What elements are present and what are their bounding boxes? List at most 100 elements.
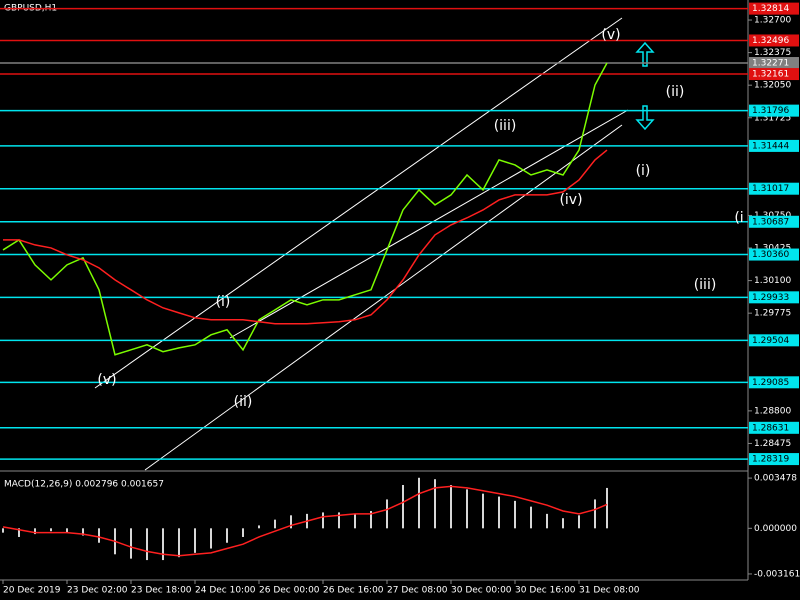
histogram-bar [210,528,212,549]
level-label: 1.31017 [752,184,789,194]
histogram-bar [66,528,68,533]
histogram-bar [162,528,164,561]
histogram-bar [18,528,20,537]
histogram-bar [482,493,484,529]
macd-title: MACD(12,26,9) 0.002796 0.001657 [4,480,164,490]
level-label: 1.30360 [752,250,789,260]
y-tick-label: 1.30425 [754,244,791,254]
histogram-bar [498,496,500,529]
histogram-bar [530,506,532,529]
level-label: 1.28319 [752,455,789,465]
series-line [2,485,608,557]
level-box [749,139,799,152]
histogram-bar [402,484,404,529]
level-label: 1.31444 [752,141,789,151]
histogram-bar [258,525,260,529]
x-tick-label: 26 Dec 16:00 [323,586,384,596]
histogram-bar [34,528,36,535]
x-tick-label: 23 Dec 02:00 [67,586,128,596]
down-arrow [635,105,655,131]
level-label: 1.28631 [752,423,789,433]
histogram-bar [290,515,292,529]
y-tick-label: 1.31725 [754,113,791,123]
histogram-bar [386,499,388,529]
wave-label: (i) [216,294,231,310]
histogram-bar [82,528,84,536]
wave-label: (iii) [494,118,517,134]
level-label: 1.29504 [752,336,789,346]
series-line [3,149,608,325]
level-label: 1.32496 [752,36,789,46]
histogram-bar [274,519,276,529]
y-tick-label: 1.30100 [754,276,791,286]
level-box [749,104,799,117]
histogram-bar [50,528,52,532]
level-label: 1.29085 [752,378,789,388]
x-tick-label: 24 Dec 10:00 [195,586,256,596]
level-box [749,291,799,304]
histogram-bar [546,513,548,529]
histogram-bar [226,528,228,543]
histogram-bar [594,499,596,529]
wave-label: (iv) [559,192,582,208]
wave-label: (i) [636,163,651,179]
wave-label: (ii) [234,394,253,410]
y-tick-label: 1.28475 [754,439,791,449]
x-tick-label: 27 Dec 08:00 [387,586,448,596]
level-box [749,453,799,466]
x-tick-label: 20 Dec 2019 [3,586,61,596]
histogram-bar [194,528,196,553]
y-tick-label: 0.000000 [754,524,797,534]
histogram-bar [242,528,244,537]
channel-line [94,17,623,389]
wave-label: (i [734,210,743,226]
wave-label: (ii) [666,84,685,100]
level-box [749,34,799,47]
histogram-bar [450,484,452,529]
histogram-bar [146,528,148,561]
wave-label: (v) [601,27,620,43]
histogram-bar [354,513,356,529]
level-box [749,421,799,434]
histogram-bar [2,528,4,533]
histogram-bar [578,515,580,529]
y-tick-label: 1.29775 [754,309,791,319]
level-box [749,248,799,261]
y-tick-label: -0.003161 [754,569,800,579]
histogram-bar [338,512,340,529]
histogram-bar [466,489,468,529]
histogram-bar [418,477,420,529]
level-label: 1.29933 [752,293,789,303]
series-line [2,62,608,356]
level-label: 1.32161 [752,70,789,80]
histogram-bar [606,487,608,529]
y-tick-label: 1.32700 [754,16,791,26]
level-box [749,2,799,15]
level-box [749,182,799,195]
histogram-bar [130,528,132,559]
x-tick-label: 30 Dec 16:00 [515,586,576,596]
level-box [749,215,799,228]
x-tick-label: 30 Dec 00:00 [451,586,512,596]
histogram-bar [178,528,180,558]
x-tick-label: 26 Dec 00:00 [259,586,320,596]
histogram-bar [514,500,516,529]
y-tick-label: 0.003478 [754,474,797,484]
level-label: 1.32271 [752,59,789,69]
x-tick-label: 31 Dec 08:00 [579,586,640,596]
level-label: 1.30687 [752,217,789,227]
level-label: 1.31796 [752,106,789,116]
x-tick-label: 23 Dec 18:00 [131,586,192,596]
wave-label: (v) [97,372,116,388]
channel-line [229,109,629,339]
histogram-bar [370,510,372,529]
histogram-bar [98,528,100,543]
histogram-bar [434,479,436,529]
y-tick-label: 1.32375 [754,48,791,58]
level-box [749,57,799,70]
y-tick-label: 1.28800 [754,406,791,416]
level-box [749,68,799,81]
